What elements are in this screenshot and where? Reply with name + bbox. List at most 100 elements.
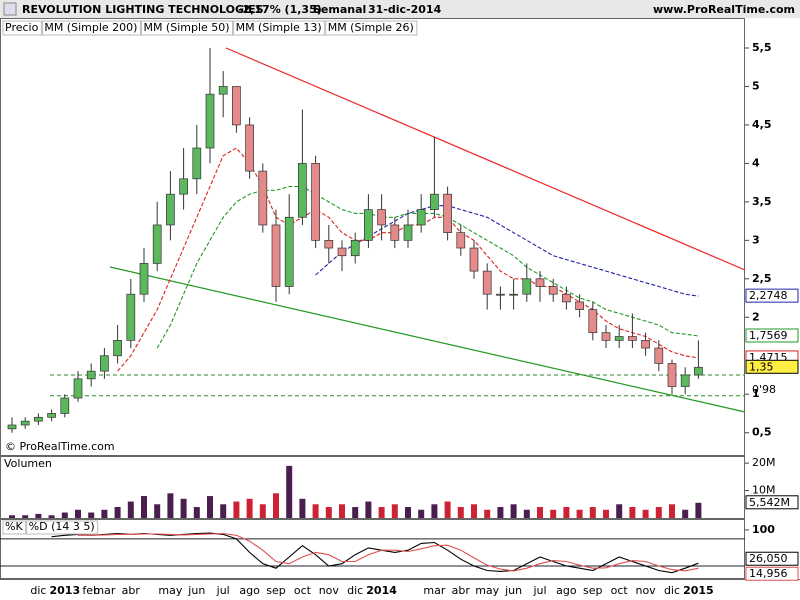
volume-bar (616, 504, 623, 518)
x-tick-label: dic (30, 584, 46, 597)
legend-entry: MM (Simple 13) (236, 21, 322, 34)
volume-bar (154, 504, 161, 518)
candle-body (575, 301, 584, 310)
x-tick-label: may (158, 584, 182, 597)
y-tick-label: 3 (752, 233, 760, 246)
volume-bar (418, 509, 425, 518)
close-label-box (745, 359, 799, 374)
y-tick-label: 5 (752, 79, 760, 92)
candle-body (60, 397, 70, 414)
candle-body (364, 209, 373, 241)
volume-last-label: 5,542M (749, 496, 790, 509)
volume-bar (471, 504, 477, 518)
candle-body (258, 170, 268, 226)
level-label: 0'98 (752, 383, 776, 396)
menu-icon[interactable] (3, 2, 17, 16)
volume-bar (405, 507, 411, 518)
volume-bar (603, 509, 609, 518)
x-tick-label: dic (347, 584, 363, 597)
x-tick-label: jul (216, 584, 230, 597)
volume-bar (523, 509, 530, 518)
candle-body (86, 370, 96, 380)
candle-body (311, 163, 320, 241)
y-tick-label: 3,5 (752, 195, 772, 208)
candle-body (628, 336, 637, 341)
stoch-last-label-box (745, 551, 799, 566)
x-tick-label: nov (635, 584, 656, 597)
x-tick-label: ago (556, 584, 577, 597)
candle-body (47, 413, 56, 418)
legend-box (233, 20, 326, 36)
candle-body (469, 247, 479, 272)
candle-body (456, 232, 466, 249)
series-line (78, 532, 699, 572)
x-tick-label: jul (532, 584, 546, 597)
candle-body (350, 239, 360, 257)
candle-body (535, 278, 545, 287)
candle-body (192, 147, 202, 180)
plot-layer: 5,554,543,532,5210,51'250'982,27481,4715… (0, 20, 799, 597)
volume-bar (127, 501, 134, 518)
candle-body (337, 247, 347, 257)
x-tick-label: oct (611, 584, 629, 597)
volume-bar (233, 501, 240, 518)
candle-body (548, 286, 558, 295)
date: 31-dic-2014 (368, 3, 442, 16)
candle-body (588, 309, 598, 334)
volume-bar (246, 498, 253, 518)
candle-body (522, 278, 532, 295)
y-tick-label: 4,5 (752, 118, 772, 131)
volume-bar (259, 504, 266, 518)
volume-bar (22, 515, 29, 518)
y-tick-label: 10M (752, 484, 776, 497)
candle-body (218, 86, 228, 95)
volume-bar (431, 504, 438, 518)
volume-bar (550, 509, 557, 518)
y-tick-label: 20M (752, 456, 776, 469)
legend-entry: Precio (5, 21, 39, 34)
candle-body (20, 420, 30, 426)
candle-body (7, 424, 17, 430)
volume-bar (101, 509, 108, 518)
volume-bar (207, 496, 213, 518)
x-tick-label: mar (423, 584, 445, 597)
volume-bar (61, 512, 68, 518)
x-tick-label: 2015 (683, 584, 714, 597)
y-tick-label: 1 (752, 387, 760, 400)
series-last-label: 1,7569 (749, 329, 788, 342)
site: www.ProRealTime.com (653, 3, 795, 16)
candle-body (284, 216, 294, 287)
series-last-label-box (745, 328, 799, 343)
close-label: 1,35 (749, 360, 774, 373)
volume-bar (312, 504, 319, 518)
volume-bar (391, 504, 398, 518)
source: © ProRealTime.com (5, 440, 115, 453)
series-last-label: 2,2748 (749, 289, 788, 302)
candle-body (390, 224, 400, 241)
candle-body (298, 163, 307, 218)
candle-body (614, 336, 624, 341)
volume-bar (9, 515, 15, 518)
candle-body (680, 374, 690, 387)
candle-body (403, 224, 413, 241)
candle-body (113, 340, 122, 357)
candle-body (496, 293, 505, 296)
volume-bar (220, 504, 227, 518)
candle-body (152, 224, 162, 264)
volume-bar (180, 498, 187, 518)
series-line (117, 147, 699, 372)
volume-bar (365, 501, 372, 518)
candle-body (179, 178, 188, 195)
x-tick-label: mar (93, 584, 115, 597)
candle-body (443, 193, 452, 234)
candle-body (73, 378, 83, 399)
legend-box (2, 20, 42, 36)
x-tick-label: sep (266, 584, 285, 597)
legend-entry: %D (14 3 5) (29, 520, 95, 533)
volume-bar (325, 507, 332, 518)
volume-bar (114, 507, 121, 518)
volume-bar (695, 502, 702, 518)
y-tick-label: 4 (752, 156, 760, 169)
x-tick-label: oct (294, 584, 312, 597)
y-tick-label: 2,5 (752, 272, 772, 285)
